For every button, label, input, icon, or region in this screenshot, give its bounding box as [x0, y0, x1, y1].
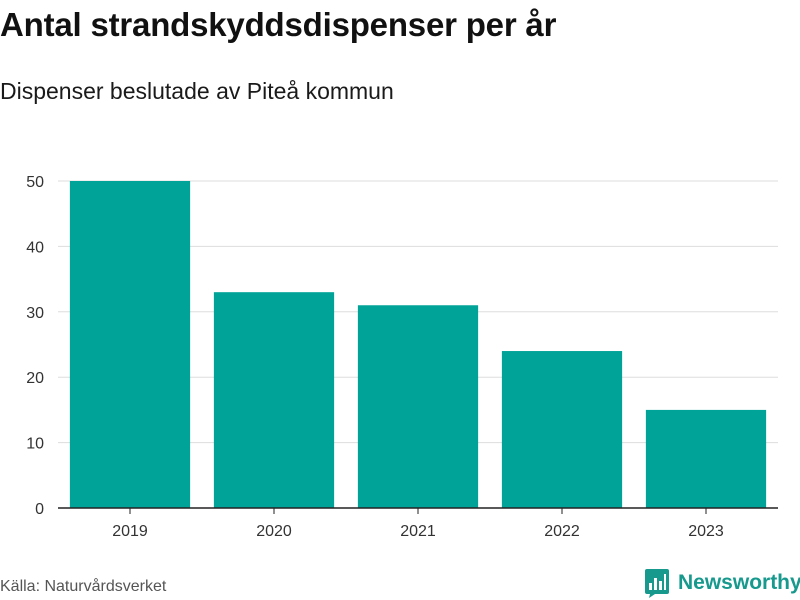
chart-subtitle: Dispenser beslutade av Piteå kommun — [0, 78, 394, 104]
y-tick-label: 0 — [35, 501, 44, 518]
bars — [69, 181, 767, 508]
x-tick-label: 2020 — [256, 523, 292, 540]
bar-2020 — [213, 292, 335, 508]
y-tick-label: 40 — [26, 239, 44, 256]
y-tick-label: 30 — [26, 305, 44, 322]
y-axis-ticks: 0 10 20 30 40 50 — [26, 174, 44, 518]
x-axis-ticks: 2019 2020 2021 2022 2023 — [112, 508, 724, 540]
newsworthy-logo: Newsworthy — [644, 568, 800, 598]
bar-2022 — [501, 351, 623, 508]
x-tick-label: 2021 — [400, 523, 436, 540]
bar-2019 — [69, 181, 191, 508]
bar-2023 — [645, 409, 767, 508]
bar-chart: 0 10 20 30 40 50 2019 2020 2021 2022 2023 — [26, 174, 778, 540]
y-tick-label: 20 — [26, 370, 44, 387]
y-tick-label: 50 — [26, 174, 44, 191]
brand-name: Newsworthy — [678, 571, 800, 594]
newsworthy-logo-icon — [645, 569, 669, 598]
x-tick-label: 2022 — [544, 523, 580, 540]
y-tick-label: 10 — [26, 436, 44, 453]
chart-title: Antal strandskyddsdispenser per år — [0, 6, 557, 43]
x-tick-label: 2019 — [112, 523, 148, 540]
x-tick-label: 2023 — [688, 523, 724, 540]
bar-2021 — [357, 305, 479, 508]
source-note: Källa: Naturvårdsverket — [0, 578, 167, 595]
